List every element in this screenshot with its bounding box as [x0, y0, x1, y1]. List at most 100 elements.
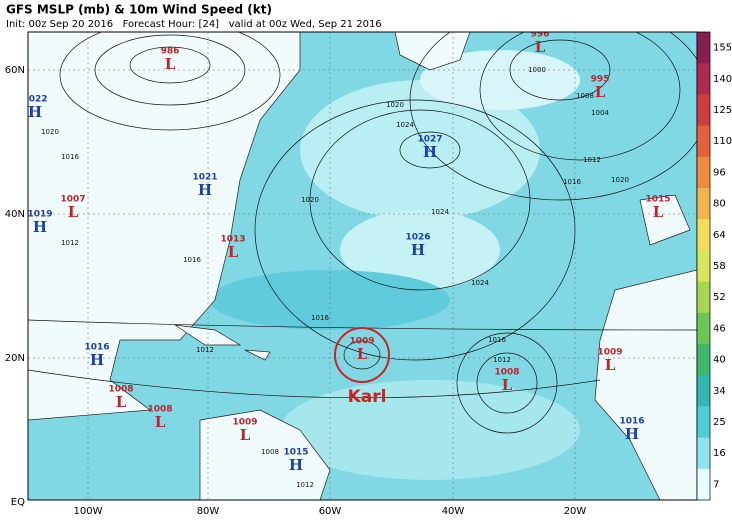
- center-letter: H: [90, 351, 104, 369]
- center-letter: H: [198, 181, 212, 199]
- isobar-label: 1020: [386, 101, 404, 109]
- center-value: 1009: [232, 418, 257, 428]
- colorbar-swatch: [697, 468, 710, 501]
- isobar-label: 1012: [61, 239, 79, 247]
- center-letter: L: [155, 413, 166, 431]
- lon-label: 100W: [74, 506, 103, 517]
- lon-label: 40W: [442, 506, 465, 517]
- colorbar-swatch: [697, 250, 710, 283]
- isobar-label: 1020: [611, 176, 629, 184]
- south-america: [199, 409, 331, 500]
- isobar-label: 1008: [576, 92, 594, 100]
- isobar-label: 1012: [583, 156, 601, 164]
- center-value: 1009: [349, 337, 374, 347]
- colorbar-label: 16: [713, 448, 726, 459]
- colorbar-label: 46: [713, 323, 726, 334]
- center-letter: H: [625, 425, 639, 443]
- lon-label: 60W: [319, 506, 342, 517]
- colorbar-label: 64: [713, 230, 726, 241]
- isobar-label: 1020: [41, 128, 59, 136]
- center-value: 1009: [597, 348, 622, 358]
- lon-label: 20W: [564, 506, 587, 517]
- caribbean: [174, 324, 271, 361]
- center-letter: L: [605, 356, 616, 374]
- center-value: 1022: [22, 95, 47, 105]
- wind-field: [300, 80, 540, 220]
- lat-label: 60N: [5, 65, 25, 76]
- colorbar-label: 155: [713, 43, 732, 54]
- colorbar-label: 7: [713, 479, 719, 490]
- isobar-label: 1024: [396, 121, 414, 129]
- colorbar-swatch: [697, 94, 710, 127]
- isobar-label: 1020: [301, 196, 319, 204]
- center-letter: H: [411, 241, 425, 259]
- colorbar-label: 52: [713, 292, 726, 303]
- center-value: 1015: [283, 448, 308, 458]
- colorbar-swatch: [697, 219, 710, 251]
- isobar-label: 1016: [563, 178, 581, 186]
- center-value: 1015: [645, 195, 670, 205]
- africa: [594, 269, 697, 500]
- center-letter: L: [357, 345, 368, 363]
- colorbar-swatch: [697, 375, 710, 407]
- greenland: [394, 32, 471, 71]
- subtitle: Init: 00z Sep 20 2016 Forecast Hour: [24…: [6, 19, 382, 30]
- colorbar: 155 140 125 110 96 80 64 58 52 46 40 34 25 16 7: [696, 31, 732, 501]
- isobar-label: 1012: [493, 356, 511, 364]
- wind-field: [340, 210, 500, 290]
- map-area: 986L996L995L1022H1027H1021H1007L1019H101…: [22, 30, 697, 500]
- center-value: 1021: [192, 173, 217, 183]
- center-letter: L: [653, 203, 664, 221]
- colorbar-label: 80: [713, 199, 726, 210]
- center-value: 1019: [27, 210, 52, 220]
- center-value: 1026: [405, 233, 430, 243]
- center-letter: H: [28, 103, 42, 121]
- wind-field: [420, 50, 580, 110]
- center-letter: L: [535, 38, 546, 56]
- colorbar-swatch: [697, 406, 710, 439]
- colorbar-label: 40: [713, 355, 726, 366]
- center-value: 996: [531, 30, 550, 40]
- colorbar-swatch: [697, 437, 710, 470]
- colorbar-swatch: [697, 312, 710, 345]
- isobar-label: 1000: [528, 66, 546, 74]
- center-letter: L: [595, 83, 606, 101]
- lat-label: EQ: [11, 497, 25, 508]
- colorbar-label: 125: [713, 105, 732, 116]
- center-letter: H: [33, 218, 47, 236]
- colorbar-swatch: [697, 32, 710, 64]
- isobar-label: 1024: [431, 208, 449, 216]
- center-value: 1008: [494, 368, 519, 378]
- center-value: 1027: [417, 135, 442, 145]
- axis-labels: 60N 40N 20N EQ 100W 80W 60W 40W 20W: [5, 65, 587, 517]
- colorbar-swatch: [697, 63, 710, 95]
- center-value: 1008: [108, 385, 133, 395]
- isobar-label: 1016: [488, 336, 506, 344]
- colorbar-swatch: [697, 188, 710, 220]
- colorbar-label: 96: [713, 167, 726, 178]
- center-value: 986: [161, 47, 180, 57]
- colorbar-frame: [696, 31, 711, 501]
- graticule: [28, 32, 697, 500]
- center-value: 1016: [84, 343, 109, 353]
- colorbar-label: 140: [713, 74, 732, 85]
- isobar-label: 1008: [261, 448, 279, 456]
- lat-label: 20N: [5, 353, 25, 364]
- colorbar-swatch: [697, 156, 710, 189]
- center-letter: H: [289, 456, 303, 474]
- lon-label: 80W: [197, 506, 220, 517]
- center-letter: L: [228, 243, 239, 261]
- center-value: 995: [591, 75, 610, 85]
- colorbar-swatch: [697, 125, 710, 158]
- colorbar-swatch: [697, 281, 710, 314]
- isobar-label: 1024: [471, 279, 489, 287]
- center-letter: L: [116, 393, 127, 411]
- lat-label: 40N: [5, 209, 25, 220]
- storm-circle: [334, 327, 390, 383]
- wind-field: [280, 380, 580, 480]
- center-letter: H: [423, 143, 437, 161]
- title: GFS MSLP (mb) & 10m Wind Speed (kt): [6, 3, 272, 17]
- colorbar-label: 110: [713, 136, 732, 147]
- pressure-centers: 986L996L995L1022H1027H1021H1007L1019H101…: [22, 30, 671, 489]
